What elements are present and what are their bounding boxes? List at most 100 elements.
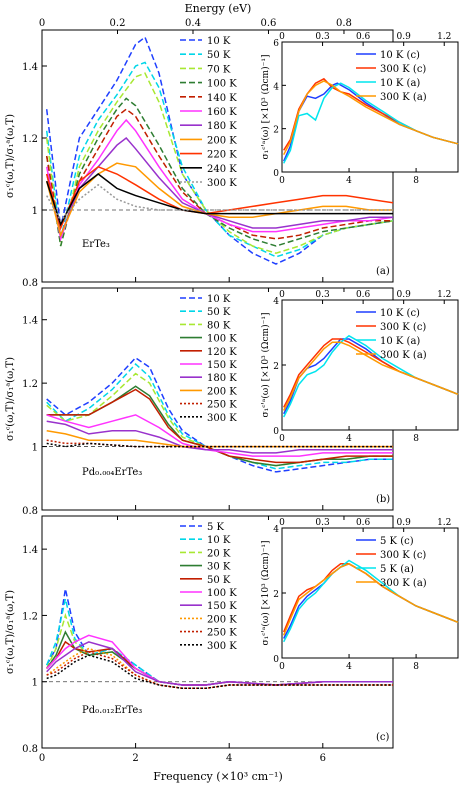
inset-y-tick-label: 0 — [273, 169, 279, 179]
legend-label-9: 300 K — [207, 641, 237, 652]
inset-top-tick-label: 0.9 — [397, 518, 412, 528]
legend-label-3: 100 K — [207, 334, 237, 345]
bottom-axis-label: Frequency (×10³ cm⁻¹) — [153, 770, 283, 783]
series-line-8 — [46, 651, 393, 690]
inset-y-axis-label: σ₁ᶜ'ᵃ(ω) [×10³ (Ωcm)⁻¹] — [260, 55, 271, 160]
x-tick-label: 4 — [226, 753, 232, 764]
inset-legend-label-1: 300 K (c) — [380, 322, 426, 333]
inset-legend-label-1: 300 K (c) — [380, 550, 426, 561]
panel-label: (c) — [376, 732, 390, 743]
energy-tick-label: 0 — [39, 18, 45, 29]
legend-label-0: 10 K — [207, 294, 231, 305]
y-tick-label: 0.8 — [22, 278, 38, 289]
inset-x-tick-label: 8 — [413, 434, 419, 444]
inset-legend-label-3: 300 K (a) — [380, 92, 427, 103]
inset-top-tick-label: 0.9 — [397, 32, 412, 42]
legend-label-1: 50 K — [207, 50, 231, 61]
series-line-9 — [45, 173, 393, 227]
inset-x-tick-label: 0 — [279, 434, 285, 444]
legend-label-8: 250 K — [207, 400, 237, 411]
legend-label-6: 150 K — [207, 601, 237, 612]
inset-top-tick-label: 0.3 — [315, 518, 330, 528]
series-line-5 — [46, 414, 393, 457]
y-axis-label: σ₁ᶜ(ω,T)/σ₁ᵃ(ω,T) — [5, 114, 16, 198]
inset-legend-label-0: 5 K (c) — [380, 536, 414, 547]
energy-tick-label: 0.4 — [185, 18, 201, 29]
inset-x-tick-label: 0 — [279, 662, 285, 672]
legend-label-9: 240 K — [207, 164, 237, 175]
energy-tick-label: 0.8 — [336, 18, 352, 29]
legend-label-5: 100 K — [207, 588, 237, 599]
inset-legend-label-3: 300 K (a) — [380, 578, 427, 589]
y-tick-label: 1 — [32, 678, 38, 689]
inset-top-tick-label: 0 — [279, 32, 285, 42]
series-line-1 — [46, 598, 393, 686]
legend-label-6: 180 K — [207, 121, 237, 132]
inset-top-tick-label: 0 — [279, 290, 285, 300]
inset-y-tick-label: 2 — [273, 126, 279, 136]
legend-label-0: 10 K — [207, 36, 231, 47]
y-tick-label: 1.4 — [22, 545, 38, 556]
legend-label-2: 70 K — [207, 64, 231, 75]
inset-top-tick-label: 1.2 — [437, 32, 451, 42]
sample-label: ErTe₃ — [82, 239, 110, 250]
inset-x-tick-label: 0 — [279, 176, 285, 186]
legend-label-7: 200 K — [207, 386, 237, 397]
series-line-2 — [45, 72, 393, 254]
series-line-5 — [45, 118, 393, 242]
inset-x-tick-label: 4 — [346, 434, 352, 444]
inset-legend-label-0: 10 K (c) — [380, 50, 420, 61]
inset-top-tick-label: 0.6 — [356, 32, 371, 42]
inset-y-tick-label: 2 — [273, 590, 279, 600]
y-axis-label: σ₁ᶜ(ω,T)/σ₁ᵃ(ω,T) — [5, 357, 16, 441]
legend-label-7: 200 K — [207, 614, 237, 625]
panel-0: 0.8 1 1.2 1.4 0 0.2 0.4 0.6 0.8 σ₁ᶜ(ω,T)/σ₁ᵃ(ω,T)… — [5, 18, 459, 289]
y-tick-label: 1.2 — [22, 379, 38, 390]
y-tick-label: 0.8 — [22, 506, 38, 517]
inset-top-tick-label: 1.2 — [437, 290, 451, 300]
inset-top-tick-label: 0 — [279, 518, 285, 528]
top-axis-label: Energy (eV) — [185, 2, 252, 15]
inset-series-line-3 — [283, 562, 459, 636]
y-tick-label: 1.2 — [22, 611, 38, 622]
inset-y-tick-label: 4 — [273, 525, 279, 535]
legend-label-4: 120 K — [207, 347, 237, 358]
legend-label-10: 300 K — [207, 178, 237, 189]
legend-label-4: 140 K — [207, 93, 237, 104]
inset-legend-label-2: 10 K (a) — [380, 78, 420, 89]
inset-y-axis-label: σ₁ᶜ'ᵃ(ω) [×10³ (Ωcm)⁻¹] — [260, 541, 271, 646]
inset-x-tick-label: 4 — [346, 662, 352, 672]
inset-series-line-3 — [283, 341, 459, 411]
y-axis-label: σ₁ᶜ(ω,T)/σ₁ᵃ(ω,T) — [5, 590, 16, 674]
series-line-6 — [46, 420, 393, 454]
legend-label-3: 100 K — [207, 79, 237, 90]
series-line-4 — [45, 108, 393, 240]
x-tick-label: 0 — [39, 753, 45, 764]
inset-y-tick-label: 2 — [273, 362, 279, 372]
legend-label-6: 180 K — [207, 373, 237, 384]
inset-y-tick-label: 6 — [273, 39, 279, 49]
series-line-9 — [46, 654, 393, 690]
inset-y-axis-label: σ₁ᶜ'ᵃ(ω) [×10³ (Ωcm)⁻¹] — [260, 313, 271, 418]
y-tick-label: 0.8 — [22, 744, 38, 755]
inset-legend-label-2: 10 K (a) — [380, 336, 420, 347]
inset-top-tick-label: 0.6 — [356, 518, 371, 528]
legend-label-9: 300 K — [207, 413, 237, 424]
inset-y-tick-label: 4 — [273, 82, 279, 92]
inset-y-tick-label: 4 — [273, 297, 279, 307]
inset-top-tick-label: 1.2 — [437, 518, 451, 528]
series-line-8 — [45, 165, 393, 231]
legend-label-8: 220 K — [207, 150, 237, 161]
legend-label-4: 50 K — [207, 575, 231, 586]
legend-label-3: 30 K — [207, 562, 231, 573]
x-tick-label: 2 — [132, 753, 138, 764]
inset-top-tick-label: 0.3 — [315, 290, 330, 300]
panel-1: 0.8 1 1.2 1.4 σ₁ᶜ(ω,T)/σ₁ᵃ(ω,T) Pd₀.₀₀₄ErTe₃ (… — [5, 287, 459, 517]
energy-tick-label: 0.6 — [261, 18, 277, 29]
inset-y-tick-label: 0 — [273, 427, 279, 437]
legend-label-8: 250 K — [207, 628, 237, 639]
legend-label-0: 5 K — [207, 522, 225, 533]
